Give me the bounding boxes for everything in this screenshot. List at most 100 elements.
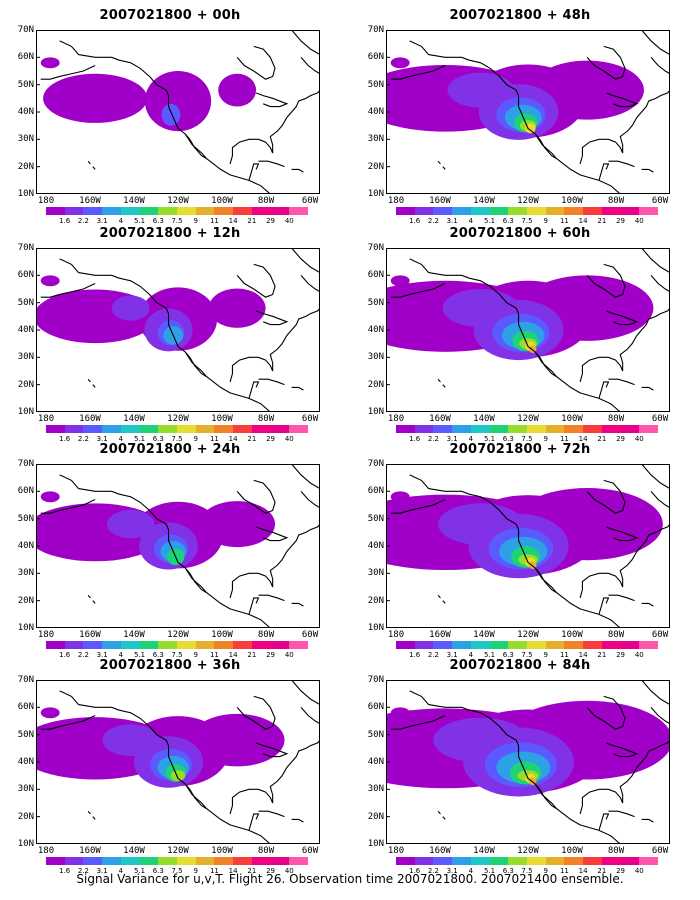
- colorbar-swatch: [396, 857, 415, 865]
- colorbar-tick-label: 6.3: [502, 217, 514, 225]
- coastline: [598, 813, 610, 831]
- colorbar-tick-label: 40: [634, 217, 644, 225]
- colorbar-swatch: [177, 641, 196, 649]
- coastline: [184, 351, 207, 377]
- colorbar-swatch: [396, 207, 415, 215]
- variance-contour: [40, 57, 60, 69]
- colorbar-swatch: [620, 207, 640, 215]
- panel-title: 2007021800 + 60h: [449, 226, 591, 241]
- lon-tick-label: 60W: [301, 630, 319, 640]
- colorbar-swatch: [433, 857, 453, 865]
- colorbar-swatch: [46, 857, 65, 865]
- coastline: [291, 386, 304, 391]
- coastline: [184, 783, 207, 809]
- coastline: [437, 378, 441, 383]
- colorbar-tick-label: 7.5: [171, 867, 183, 875]
- colorbar-tick-label: 7.5: [171, 435, 183, 443]
- colorbar-swatch: [433, 207, 453, 215]
- colorbar-swatch: [452, 641, 471, 649]
- colorbar-swatch: [452, 857, 471, 865]
- coastline: [650, 274, 670, 293]
- coastline: [534, 567, 557, 593]
- colorbar-tick-label: 1.6: [409, 217, 421, 225]
- colorbar-tick-label: 1.6: [59, 217, 71, 225]
- coastline: [641, 680, 670, 706]
- colorbar-swatch: [289, 857, 309, 865]
- lat-tick-label: 20N: [17, 161, 34, 172]
- colorbar-swatch: [214, 207, 234, 215]
- lon-tick-label: 60W: [301, 414, 319, 424]
- lat-tick-label: 20N: [17, 379, 34, 390]
- lat-tick-label: 60N: [17, 270, 34, 281]
- colorbar-swatch: [83, 641, 103, 649]
- colorbar-swatch: [639, 207, 659, 215]
- coastline: [229, 523, 320, 599]
- colorbar-swatch: [545, 207, 565, 215]
- colorbar-swatch: [414, 641, 434, 649]
- lat-tick-label: 10N: [17, 189, 34, 199]
- colorbar-swatch: [270, 207, 290, 215]
- variance-map: [386, 464, 670, 628]
- colorbar-tick-label: 11: [209, 217, 219, 225]
- coastline: [291, 30, 320, 56]
- coastline: [59, 690, 271, 844]
- coastline: [442, 816, 446, 820]
- colorbar-tick-label: 40: [284, 867, 294, 875]
- colorbar-swatch: [470, 207, 490, 215]
- colorbar-tick-label: 3.1: [96, 435, 108, 443]
- colorbar-tick-label: 6.3: [152, 217, 164, 225]
- colorbar-swatch: [195, 207, 215, 215]
- coastline: [92, 816, 96, 820]
- colorbar-tick-label: 3.1: [446, 651, 458, 659]
- lat-tick-label: 30N: [367, 784, 384, 795]
- lon-tick-label: 80W: [607, 846, 625, 856]
- colorbar-swatch: [46, 207, 65, 215]
- lat-tick-label: 10N: [367, 839, 384, 849]
- variance-contour: [390, 57, 410, 69]
- coastline: [92, 384, 96, 388]
- colorbar-tick-label: 1.6: [59, 435, 71, 443]
- lat-tick-label: 40N: [367, 107, 384, 117]
- colorbar-swatch: [64, 857, 84, 865]
- colorbar-tick-label: 40: [634, 435, 644, 443]
- colorbar-swatch: [195, 425, 215, 433]
- colorbar-swatch: [270, 857, 290, 865]
- lat-tick-label: 20N: [367, 811, 384, 822]
- colorbar-swatch: [601, 641, 621, 649]
- colorbar-tick-label: 29: [616, 217, 626, 225]
- lat-tick-label: 70N: [17, 675, 34, 685]
- colorbar-swatch: [620, 641, 640, 649]
- coastline: [300, 274, 320, 293]
- colorbar-tick-label: 4: [468, 651, 474, 659]
- variance-contour: [208, 288, 266, 328]
- colorbar-tick-label: 4: [468, 867, 474, 875]
- coastline: [598, 163, 610, 181]
- lat-tick-label: 70N: [367, 25, 384, 35]
- lon-tick-label: 120W: [517, 196, 539, 206]
- lon-tick-label: 120W: [167, 630, 189, 640]
- coastline: [586, 695, 626, 730]
- coastline: [442, 384, 446, 388]
- coastline: [437, 160, 441, 165]
- colorbar-tick-label: 14: [578, 867, 588, 875]
- colorbar-swatch: [527, 425, 546, 433]
- colorbar-swatch: [177, 857, 196, 865]
- coastline: [87, 160, 91, 165]
- coastline: [598, 381, 610, 399]
- coastline: [641, 30, 670, 56]
- lon-tick-label: 100W: [211, 630, 233, 640]
- colorbar-tick-label: 14: [578, 651, 588, 659]
- lon-tick-label: 140W: [123, 196, 145, 206]
- colorbar-tick-label: 9: [543, 217, 548, 225]
- lon-tick-label: 160W: [79, 196, 101, 206]
- colorbar-tick-label: 4: [118, 867, 124, 875]
- colorbar-swatch: [489, 857, 509, 865]
- coastline: [184, 133, 207, 159]
- colorbar-swatch: [102, 207, 121, 215]
- colorbar-swatch: [545, 857, 565, 865]
- lat-tick-label: 50N: [367, 79, 384, 90]
- lat-tick-label: 10N: [17, 407, 34, 417]
- coastline: [605, 92, 639, 108]
- colorbar-swatch: [527, 641, 546, 649]
- lat-tick-label: 40N: [17, 107, 34, 117]
